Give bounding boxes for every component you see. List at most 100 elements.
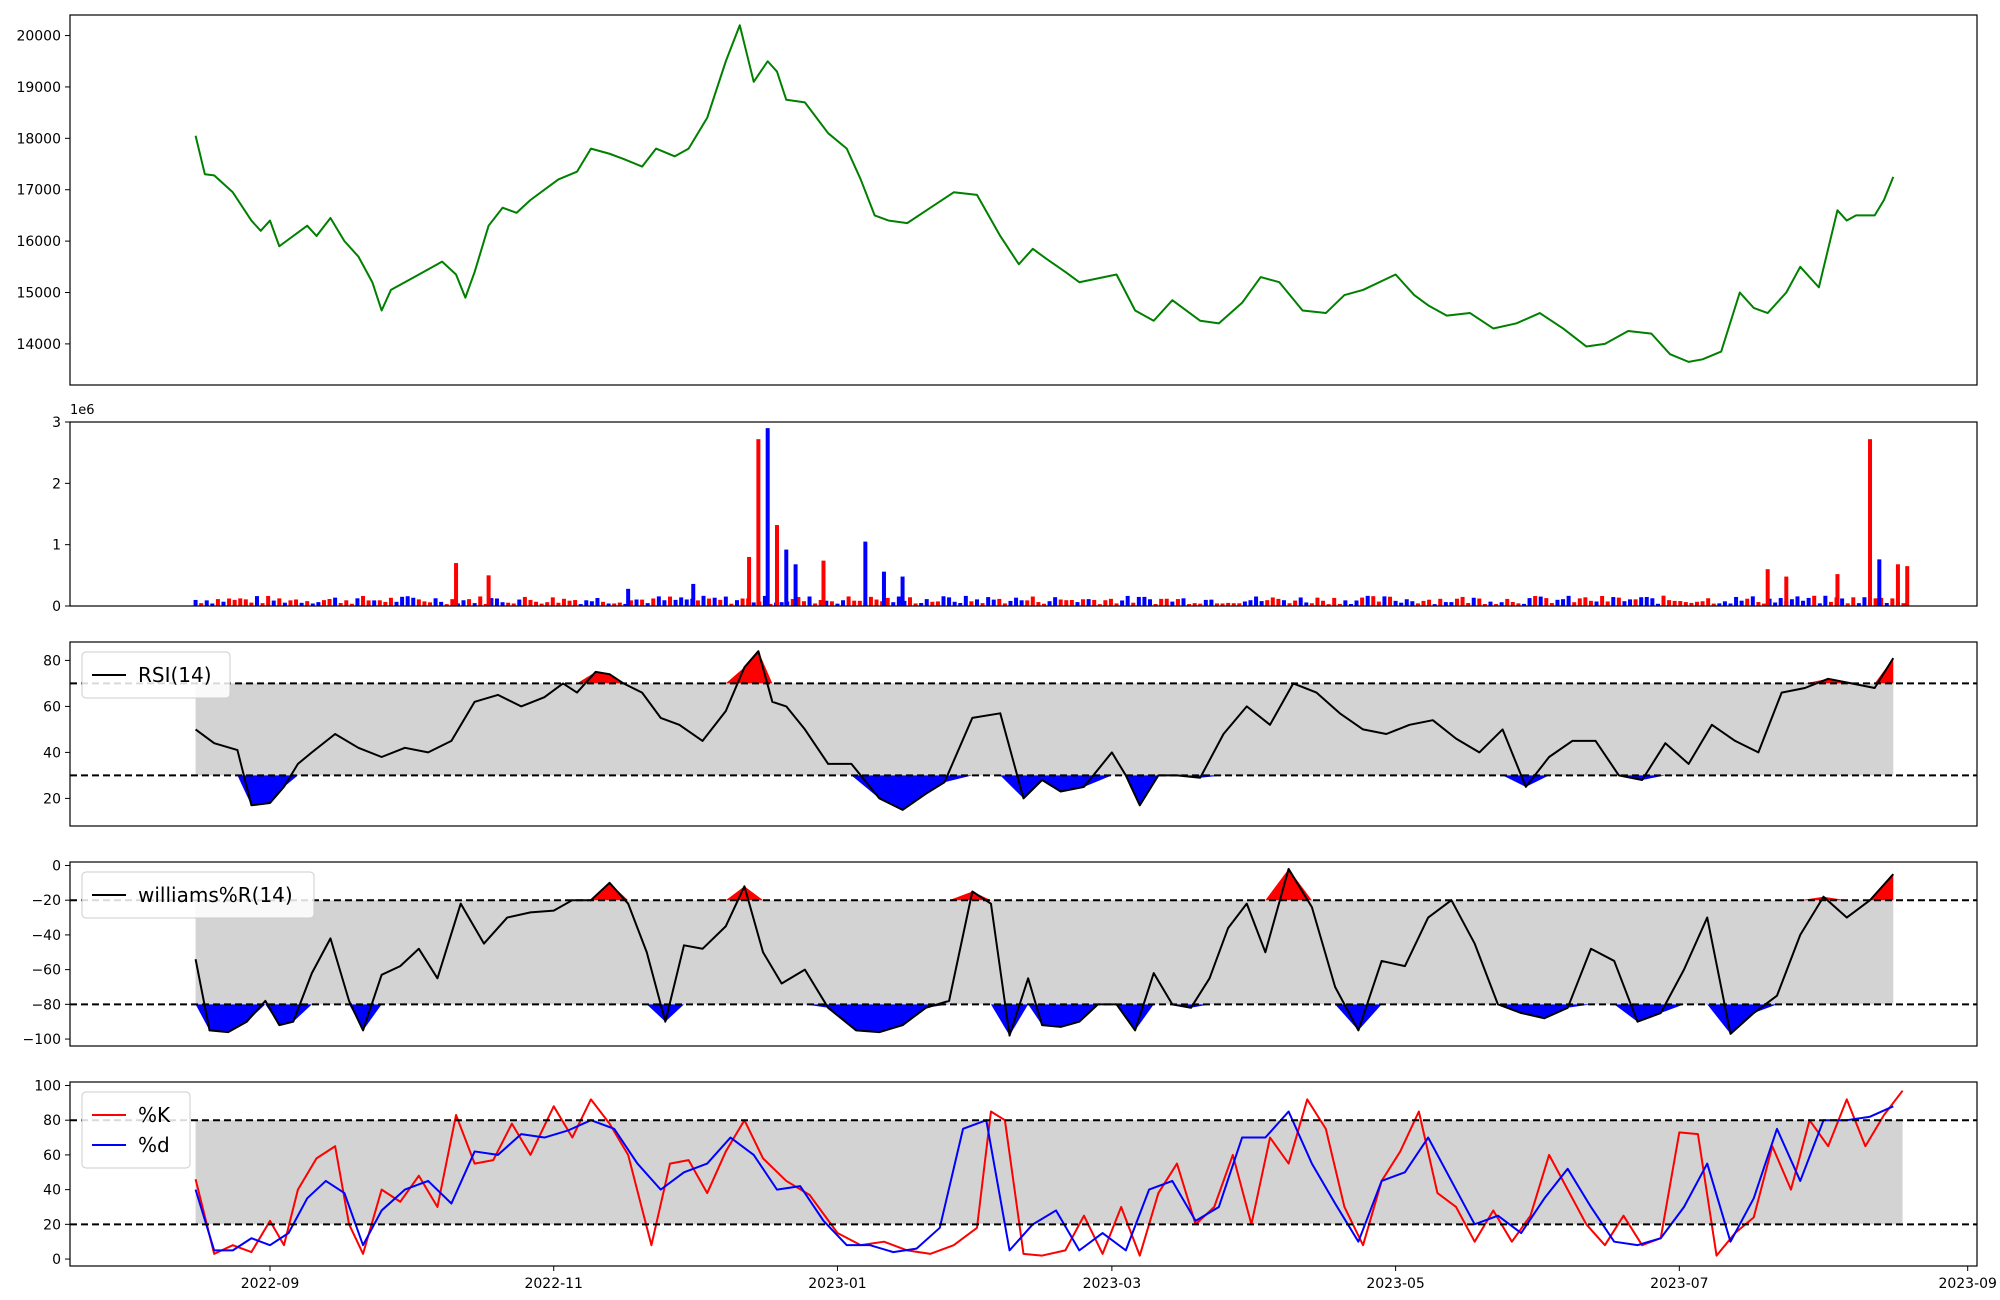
volume-bar: [1544, 598, 1549, 606]
plot-area: [70, 650, 1977, 811]
x-tick-label: 2022-09: [241, 1276, 300, 1292]
volume-bar: [1722, 601, 1727, 606]
volume-bar: [617, 602, 622, 606]
volume-bar: [383, 601, 388, 606]
volume-bar: [868, 596, 873, 606]
volume-bar: [333, 597, 338, 606]
volume-bar: [556, 602, 561, 606]
volume-bar: [1315, 597, 1320, 606]
volume-bar: [450, 599, 455, 606]
volume-bar: [896, 596, 901, 606]
volume-bar: [734, 600, 739, 606]
series-line: [194, 24, 1895, 363]
volume-bar: [824, 600, 829, 606]
volume-bar: [1259, 601, 1264, 606]
price-panel: 14000 15000 16000 17000 18000 19000 20000: [16, 14, 1978, 386]
volume-bar: [801, 601, 806, 606]
volume-bar: [204, 600, 209, 606]
volume-bar: [1588, 600, 1593, 606]
volume-bar: [1404, 599, 1409, 606]
y-tick-label: −60: [31, 963, 61, 979]
x-tick-label: 2023-07: [1650, 1276, 1709, 1292]
volume-bar: [684, 599, 689, 606]
volume-bar: [606, 603, 611, 606]
volume-bar: [1309, 603, 1314, 606]
volume-bar: [1851, 597, 1856, 606]
volume-bar: [1030, 596, 1035, 606]
volume-bar: [1683, 602, 1688, 606]
volume-bar: [1214, 603, 1219, 606]
x-tick-label: 2023-03: [1083, 1276, 1142, 1292]
volume-bar: [271, 600, 276, 606]
volume-bar: [411, 597, 416, 606]
volume-bar: [1572, 602, 1577, 606]
volume-bar: [327, 598, 332, 606]
volume-bar: [793, 564, 798, 606]
volume-bar: [1460, 596, 1465, 606]
volume-bar: [1750, 596, 1755, 606]
volume-bar: [958, 603, 963, 606]
volume-bar: [1209, 599, 1214, 606]
panel-frame: [69, 861, 1978, 1047]
volume-bar: [952, 601, 957, 606]
volume-bar: [1203, 599, 1208, 606]
volume-bar: [1002, 603, 1007, 606]
x-tick-label: 2022-11: [524, 1276, 583, 1292]
volume-bar: [1332, 597, 1337, 606]
volume-bar: [506, 602, 511, 606]
volume-bar: [1242, 601, 1247, 606]
volume-bar: [969, 601, 974, 606]
volume-bar: [1075, 602, 1080, 606]
volume-bar: [645, 603, 650, 606]
volume-bar: [1717, 603, 1722, 606]
volume-bar: [662, 600, 667, 606]
volume-bar: [1488, 601, 1493, 606]
volume-bar: [1125, 595, 1130, 606]
volume-bar: [227, 598, 232, 606]
volume-bar: [316, 602, 321, 606]
y-tick-label: 14000: [16, 337, 61, 353]
volume-bar: [595, 598, 600, 606]
volume-bar: [461, 600, 466, 606]
volume-bar: [1689, 602, 1694, 606]
y-tick-label: 80: [43, 653, 61, 669]
volume-bar: [1728, 603, 1733, 606]
volume-bar: [765, 428, 770, 606]
volume-bar: [310, 603, 315, 606]
volume-bar: [1533, 596, 1538, 606]
y-tick-label: 20: [43, 1217, 61, 1233]
volume-bar: [1694, 601, 1699, 606]
volume-bar: [1365, 595, 1370, 606]
volume-bar: [305, 601, 310, 606]
legend-box: [81, 651, 231, 699]
volume-bar: [1611, 597, 1616, 606]
volume-bar: [1388, 596, 1393, 606]
volume-bar: [561, 598, 566, 606]
volume-bar: [388, 597, 393, 606]
volume-bar: [338, 602, 343, 606]
volume-bar: [1354, 600, 1359, 606]
volume-bar: [835, 603, 840, 606]
volume-bar: [1471, 597, 1476, 606]
volume-bar: [1739, 600, 1744, 606]
volume-bar: [1432, 604, 1437, 606]
volume-bar: [1890, 598, 1895, 606]
volume-bar: [1622, 601, 1627, 606]
volume-bar: [740, 598, 745, 606]
volume-bar: [1343, 600, 1348, 606]
volume-bar: [288, 600, 293, 606]
volume-bar: [1276, 598, 1281, 606]
volume-bar: [1454, 598, 1459, 606]
volume-bar: [991, 599, 996, 606]
y-tick-label: 20000: [16, 29, 61, 45]
overbought-fill: [195, 868, 1894, 901]
volume-bar: [1192, 603, 1197, 606]
volume-bar: [1877, 559, 1882, 606]
volume-bar: [846, 596, 851, 606]
volume-bar: [691, 583, 696, 606]
volume-bar: [768, 603, 773, 606]
panel-frame: [69, 14, 1978, 386]
series-line: [194, 1090, 1904, 1257]
volume-bar: [486, 575, 491, 606]
